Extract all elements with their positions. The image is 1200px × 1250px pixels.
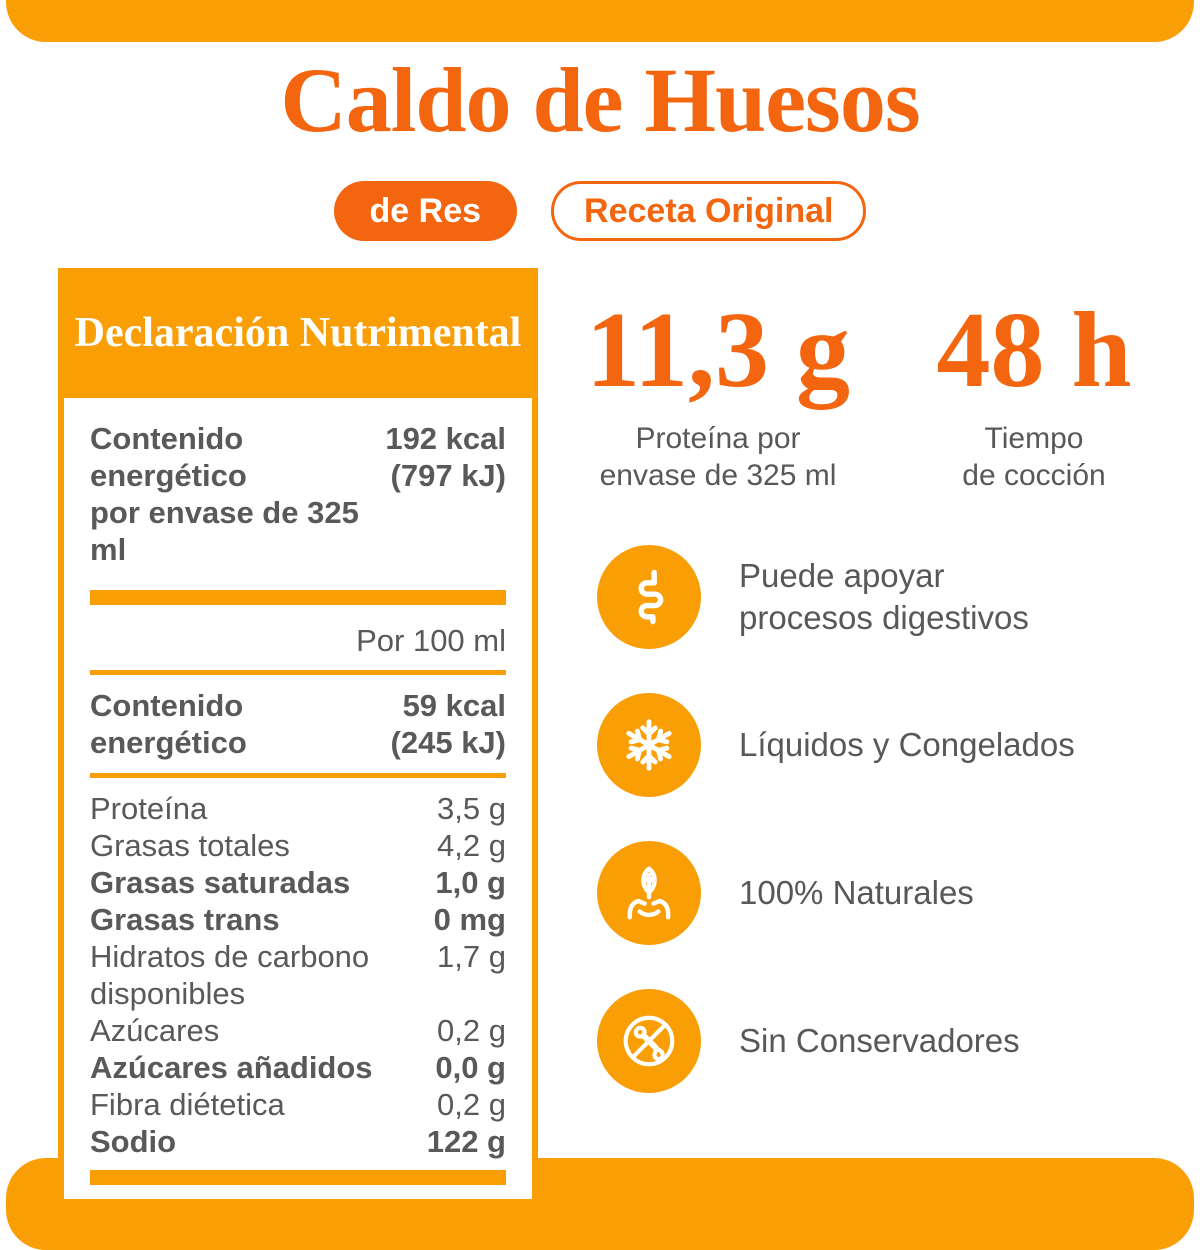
top-frame-band bbox=[6, 0, 1194, 42]
nutrition-table-title: Declaración Nutrimental bbox=[58, 268, 538, 398]
table-row: Azúcares 0,2 g bbox=[90, 1013, 506, 1048]
table-row: disponibles bbox=[90, 976, 246, 1011]
table-row: Fibra diétetica 0,2 g bbox=[90, 1087, 506, 1122]
page-title: Caldo de Huesos bbox=[280, 49, 920, 151]
feature-list: Puede apoyar procesos digestivos bbox=[597, 545, 1182, 1137]
serving-energy-row: Contenido energético por envase de 325 m… bbox=[90, 420, 506, 568]
divider-thin-1 bbox=[90, 670, 506, 675]
stat-cook-time-caption: Tiempo de cocción bbox=[962, 421, 1106, 492]
stats-row: 11,3 g Proteína por envase de 325 ml 48 … bbox=[560, 291, 1192, 494]
divider-thick-top bbox=[90, 590, 506, 605]
feature-natural: 100% Naturales bbox=[597, 841, 1182, 945]
no-dropper-icon bbox=[597, 989, 701, 1093]
energy-100ml-label: Contenido energético bbox=[90, 688, 247, 760]
table-row: Grasas totales 4,2 g bbox=[90, 828, 506, 863]
energy-100ml-value: 59 kcal (245 kJ) bbox=[390, 688, 506, 760]
hands-leaf-icon bbox=[597, 841, 701, 945]
nutrient-rows: Proteína 3,5 g Grasas totales 4,2 g Gras… bbox=[90, 790, 506, 1160]
per-100ml-label: Por 100 ml bbox=[356, 623, 506, 658]
stat-cook-time-value: 48 h bbox=[936, 291, 1132, 410]
stat-protein-caption: Proteína por envase de 325 ml bbox=[599, 421, 837, 492]
serving-energy-value: 192 kcal (797 kJ) bbox=[385, 421, 506, 493]
energy-100ml-row: Contenido energético 59 kcal (245 kJ) bbox=[90, 687, 506, 761]
badge-de-res: de Res bbox=[333, 181, 518, 241]
nutrition-table-body: Contenido energético por envase de 325 m… bbox=[58, 398, 538, 1205]
table-row: Hidratos de carbono 1,7 g bbox=[90, 939, 506, 974]
feature-frozen: Líquidos y Congelados bbox=[597, 693, 1182, 797]
nutrition-table: Declaración Nutrimental Contenido energé… bbox=[58, 268, 538, 1205]
divider-thin-2 bbox=[90, 773, 506, 778]
table-row: Sodio 122 g bbox=[90, 1124, 506, 1159]
badge-row: de Res Receta Original bbox=[0, 181, 1200, 241]
feature-label: Sin Conservadores bbox=[739, 1022, 1020, 1059]
stat-protein: 11,3 g Proteína por envase de 325 ml bbox=[560, 291, 876, 494]
table-row: Proteína 3,5 g bbox=[90, 791, 506, 826]
feature-label: 100% Naturales bbox=[739, 874, 974, 911]
intestine-icon bbox=[597, 545, 701, 649]
table-row: Grasas saturadas 1,0 g bbox=[90, 865, 506, 900]
snowflake-icon bbox=[597, 693, 701, 797]
badge-receta-original: Receta Original bbox=[551, 181, 867, 241]
feature-label: Líquidos y Congelados bbox=[739, 726, 1075, 763]
divider-thick-bottom bbox=[90, 1170, 506, 1185]
feature-digestive: Puede apoyar procesos digestivos bbox=[597, 545, 1182, 649]
table-row: Azúcares añadidos 0,0 g bbox=[90, 1050, 506, 1085]
feature-no-preservatives: Sin Conservadores bbox=[597, 989, 1182, 1093]
stat-protein-value: 11,3 g bbox=[585, 291, 851, 410]
table-row: Grasas trans 0 mg bbox=[90, 902, 506, 937]
stat-cook-time: 48 h Tiempo de cocción bbox=[876, 291, 1192, 494]
feature-label: Puede apoyar procesos digestivos bbox=[739, 557, 1029, 636]
serving-energy-label: Contenido energético por envase de 325 m… bbox=[90, 421, 359, 567]
